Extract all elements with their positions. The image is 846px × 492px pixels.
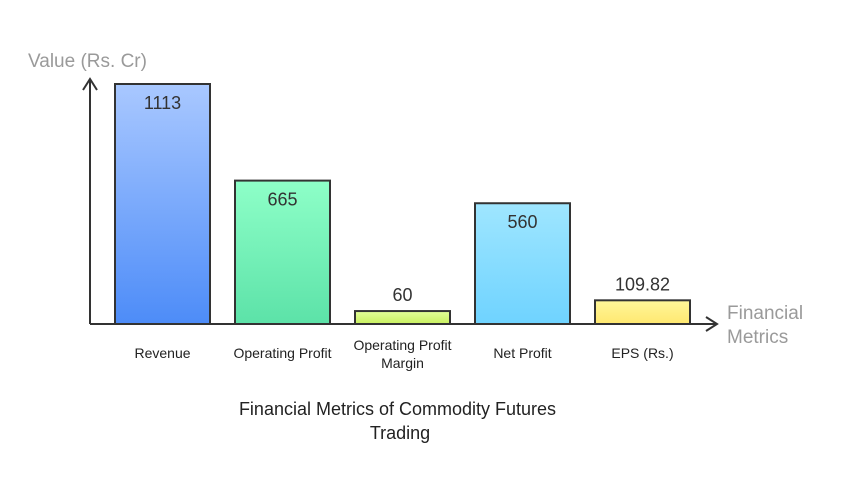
- x-axis-title: Financial Metrics: [727, 303, 808, 348]
- axes-group: Value (Rs. Cr) Financial Metrics: [28, 51, 808, 348]
- category-label-line: Net Profit: [493, 345, 551, 361]
- y-axis-title: Value (Rs. Cr): [28, 51, 147, 72]
- category-label-operating-profit-margin: Operating Profit Margin: [353, 337, 451, 371]
- category-label-operating-profit: Operating Profit: [233, 345, 331, 361]
- value-label-eps-rs: 109.82: [615, 274, 670, 294]
- value-label-operating-profit-margin: 60: [392, 285, 412, 305]
- bar-eps-rs: [594, 299, 691, 325]
- bar-net-profit: [474, 202, 571, 325]
- category-label-net-profit: Net Profit: [493, 345, 551, 361]
- category-label-line: Operating Profit: [233, 345, 331, 361]
- chart-title-line-1: Financial Metrics of Commodity Futures: [239, 399, 556, 419]
- category-label-revenue: Revenue: [134, 345, 190, 361]
- x-axis-arrow: [705, 316, 719, 332]
- bar-operating-profit: [234, 179, 331, 325]
- bar-revenue: [114, 83, 211, 325]
- bar-operating-profit-margin: [354, 310, 451, 325]
- y-axis-arrow: [82, 77, 98, 91]
- value-label-operating-profit: 665: [267, 190, 297, 210]
- category-label-eps-rs: EPS (Rs.): [611, 345, 673, 361]
- value-label-revenue: 1113: [144, 93, 181, 113]
- chart-title: Financial Metrics of Commodity Futures T…: [239, 399, 561, 443]
- category-label-line: Margin: [381, 355, 424, 371]
- category-label-line: Revenue: [134, 345, 190, 361]
- category-label-line: EPS (Rs.): [611, 345, 673, 361]
- value-label-net-profit: 560: [507, 212, 537, 232]
- bars-group: [114, 83, 691, 325]
- x-axis-title-line-2: Metrics: [727, 327, 788, 348]
- labels-group: 1113 Revenue 665 Operating Profit 60 Operatin…: [134, 93, 673, 371]
- x-axis-title-line-1: Financial: [727, 303, 803, 324]
- category-label-line: Operating Profit: [353, 337, 451, 353]
- chart-title-line-2: Trading: [370, 423, 430, 443]
